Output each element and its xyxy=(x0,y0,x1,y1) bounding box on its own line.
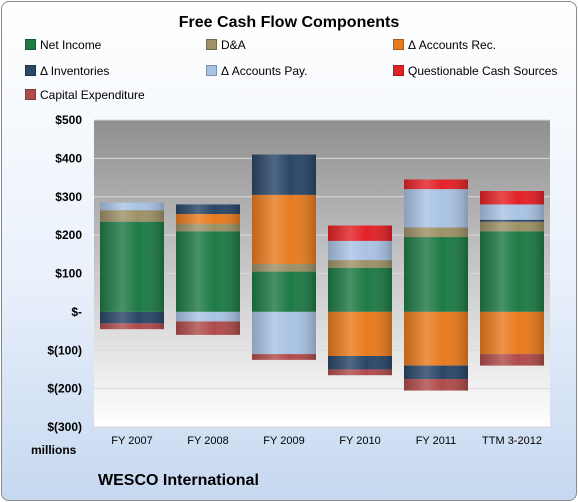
x-tick-label: FY 2009 xyxy=(263,435,304,447)
x-tick-label: FY 2011 xyxy=(416,435,457,447)
bar-segment-shading xyxy=(176,311,240,322)
bar-segment-shading xyxy=(252,311,316,355)
y-tick-label: $- xyxy=(71,305,82,319)
bar-segment-shading xyxy=(328,225,392,241)
legend-item-questionable-cash: Questionable Cash Sources xyxy=(393,64,557,78)
x-tick-label: TTM 3-2012 xyxy=(482,435,542,447)
bar-segment-shading xyxy=(480,204,544,220)
bar-segment-shading xyxy=(404,379,468,391)
bar-segment-shading xyxy=(252,194,316,264)
bar-segment-shading xyxy=(328,356,392,370)
chart-title: Free Cash Flow Components xyxy=(178,14,400,31)
bar-segment-shading xyxy=(404,179,468,190)
bar-segment-shading xyxy=(404,237,468,312)
legend-label: Δ Inventories xyxy=(40,64,110,78)
legend-item-da: D&A xyxy=(206,38,246,52)
legend-swatch xyxy=(25,65,36,76)
legend-item-net-income: Net Income xyxy=(25,38,101,52)
legend-item-accounts-rec: Δ Accounts Rec. xyxy=(393,38,496,52)
bar-segment-shading xyxy=(404,311,468,366)
legend-swatch xyxy=(393,39,404,50)
legend-item-inventories: Δ Inventories xyxy=(25,64,109,78)
bar-segment-shading xyxy=(328,267,392,312)
unit-label: millions xyxy=(31,443,77,457)
legend-item-capex: Capital Expenditure xyxy=(25,88,145,102)
bar-segment-shading xyxy=(252,154,316,195)
bar-segment-shading xyxy=(100,221,164,312)
legend-label: Net Income xyxy=(40,38,102,52)
bar-segment-shading xyxy=(100,323,164,330)
bar-segment-shading xyxy=(480,311,544,355)
bar-segment-shading xyxy=(480,354,544,366)
bar-segment-shading xyxy=(480,221,544,232)
legend-swatch xyxy=(393,65,404,76)
bar-segment-shading xyxy=(100,311,164,324)
legend-swatch xyxy=(206,39,217,50)
y-tick-label: $100 xyxy=(55,267,82,281)
y-tick-label: $200 xyxy=(55,228,82,242)
x-tick-label: FY 2010 xyxy=(339,435,380,447)
bar-segment-shading xyxy=(328,311,392,357)
legend-item-accounts-pay: Δ Accounts Pay. xyxy=(206,64,308,78)
bar-segment-shading xyxy=(176,321,240,335)
bar-segment-shading xyxy=(176,204,240,215)
legend-label: Δ Accounts Rec. xyxy=(408,38,497,52)
x-tick-label: FY 2007 xyxy=(111,435,152,447)
bar-segment-shading xyxy=(252,354,316,360)
y-tick-label: $500 xyxy=(55,113,82,127)
bar-segment-shading xyxy=(176,214,240,224)
bar-segment-shading xyxy=(252,263,316,272)
legend-swatch xyxy=(206,65,217,76)
bar-segment-shading xyxy=(100,202,164,211)
legend-swatch xyxy=(25,89,36,100)
bar-segment-shading xyxy=(100,210,164,222)
bar-segment-shading xyxy=(480,231,544,312)
y-tick-label: $400 xyxy=(55,151,82,165)
bar-segment-shading xyxy=(252,271,316,312)
x-tick-label: FY 2008 xyxy=(187,435,228,447)
y-tick-label: $(300) xyxy=(47,420,82,434)
legend-label: D&A xyxy=(221,38,246,52)
y-tick-label: $(100) xyxy=(47,343,82,357)
bar-segment-shading xyxy=(404,227,468,238)
legend-label: Questionable Cash Sources xyxy=(408,64,558,78)
company-name: WESCO International xyxy=(98,472,259,489)
y-tick-label: $(200) xyxy=(47,382,82,396)
bar-segment-shading xyxy=(480,190,544,205)
bar-segment-shading xyxy=(176,231,240,312)
bar-segment-shading xyxy=(328,240,392,261)
legend-label: Δ Accounts Pay. xyxy=(221,64,308,78)
bar-segment-shading xyxy=(328,369,392,376)
y-tick-label: $300 xyxy=(55,190,82,204)
bar-segment-shading xyxy=(480,219,544,222)
legend-swatch xyxy=(25,39,36,50)
bar-segment-shading xyxy=(404,189,468,228)
bar-segment-shading xyxy=(404,365,468,380)
bar-segment-shading xyxy=(176,223,240,232)
legend-label: Capital Expenditure xyxy=(40,88,145,102)
bar-segment-shading xyxy=(328,260,392,268)
